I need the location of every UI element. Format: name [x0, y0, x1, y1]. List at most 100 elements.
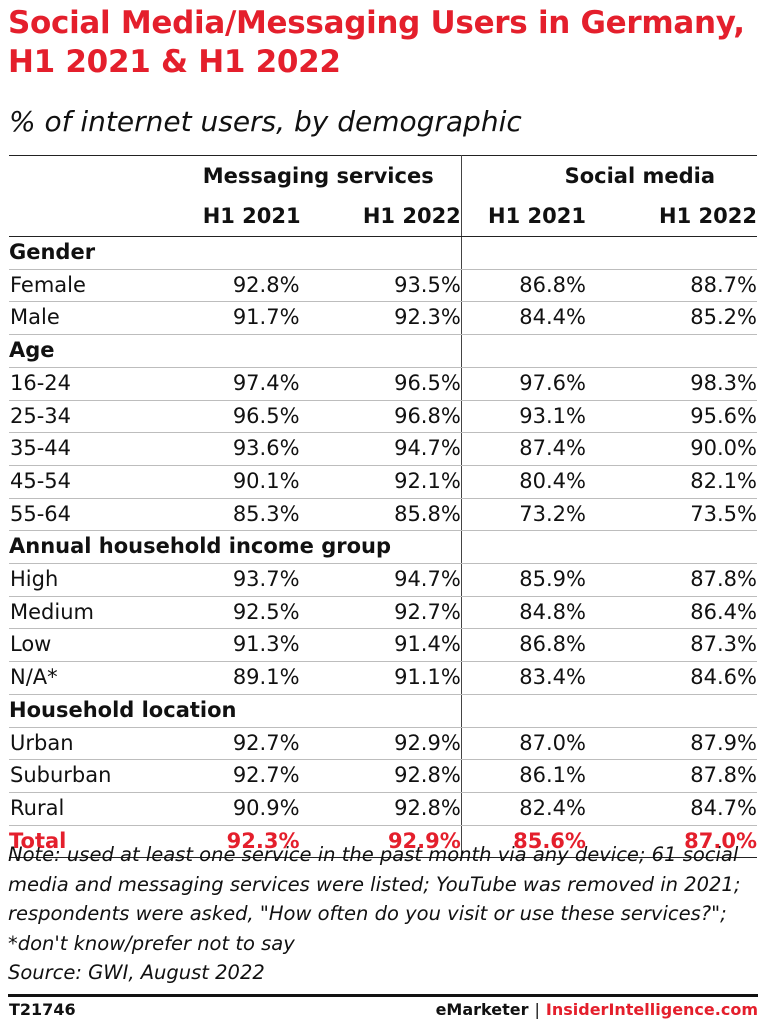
row-label: 55-64	[9, 498, 203, 532]
value-cell: 93.1%	[461, 400, 586, 434]
table-row: Female 92.8% 93.5% 86.8% 88.7%	[9, 269, 757, 303]
value-cell: 82.1%	[585, 465, 757, 499]
value-cell: 87.0%	[461, 727, 586, 761]
section-label: Annual household income group	[9, 530, 462, 565]
value-cell: 84.6%	[585, 661, 757, 695]
value-cell: 85.3%	[202, 498, 300, 532]
section-label: Gender	[9, 236, 462, 270]
header-blank	[9, 155, 203, 196]
data-table-container: Messaging services Social media H1 2021 …	[9, 155, 757, 859]
value-cell: 92.8%	[299, 759, 462, 793]
value-cell: 84.7%	[585, 792, 757, 826]
column-group-header-row: Messaging services Social media	[9, 155, 757, 196]
value-cell: 84.8%	[461, 596, 586, 630]
value-cell: 84.4%	[461, 301, 586, 336]
table-row: Urban 92.7% 92.9% 87.0% 87.9%	[9, 727, 757, 761]
value-cell: 89.1%	[202, 661, 300, 695]
section-blank	[461, 530, 586, 565]
value-cell: 92.9%	[299, 727, 462, 761]
row-label: Male	[9, 301, 203, 336]
value-cell: 86.8%	[461, 628, 586, 663]
row-label: 25-34	[9, 400, 203, 434]
value-cell: 94.7%	[299, 432, 462, 466]
value-cell: 90.0%	[585, 432, 757, 466]
value-cell: 85.8%	[299, 498, 462, 532]
total-value-cell: 92.9%	[299, 825, 462, 859]
table-row: N/A* 89.1% 91.1% 83.4% 84.6%	[9, 661, 757, 695]
section-blank	[461, 694, 586, 728]
value-cell: 92.5%	[202, 596, 300, 630]
section-blank	[585, 530, 757, 565]
value-cell: 97.4%	[202, 367, 300, 401]
row-label: 16-24	[9, 367, 203, 401]
note-text: Note: used at least one service in the p…	[8, 843, 741, 955]
value-cell: 92.7%	[202, 727, 300, 761]
column-header: H1 2022	[299, 196, 462, 237]
value-cell: 92.7%	[299, 596, 462, 630]
section-label: Age	[9, 334, 462, 368]
value-cell: 88.7%	[585, 269, 757, 303]
value-cell: 87.8%	[585, 563, 757, 597]
value-cell: 87.9%	[585, 727, 757, 761]
value-cell: 96.5%	[299, 367, 462, 401]
section-label: Household location	[9, 694, 462, 728]
table-body: Gender Female 92.8% 93.5% 86.8% 88.7% Male 91.7…	[9, 236, 757, 859]
value-cell: 96.8%	[299, 400, 462, 434]
value-cell: 98.3%	[585, 367, 757, 401]
value-cell: 86.1%	[461, 759, 586, 793]
footer-rule	[8, 994, 758, 997]
value-cell: 87.4%	[461, 432, 586, 466]
value-cell: 86.4%	[585, 596, 757, 630]
table-row: 55-64 85.3% 85.8% 73.2% 73.5%	[9, 498, 757, 532]
table-row: Rural 90.9% 92.8% 82.4% 84.7%	[9, 792, 757, 826]
value-cell: 92.1%	[299, 465, 462, 499]
table-row: Suburban 92.7% 92.8% 86.1% 87.8%	[9, 759, 757, 793]
row-label: 45-54	[9, 465, 203, 499]
table-row: 35-44 93.6% 94.7% 87.4% 90.0%	[9, 432, 757, 466]
value-cell: 95.6%	[585, 400, 757, 434]
value-cell: 93.5%	[299, 269, 462, 303]
value-cell: 80.4%	[461, 465, 586, 499]
column-header-row: H1 2021 H1 2022 H1 2021 H1 2022	[9, 196, 757, 237]
chart-subtitle: % of internet users, by demographic	[9, 105, 522, 138]
table-row: 25-34 96.5% 96.8% 93.1% 95.6%	[9, 400, 757, 434]
value-cell: 92.8%	[202, 269, 300, 303]
section-blank	[461, 334, 586, 368]
section-blank	[461, 236, 586, 270]
row-label: 35-44	[9, 432, 203, 466]
table-row: Male 91.7% 92.3% 84.4% 85.2%	[9, 301, 757, 336]
row-label: High	[9, 563, 203, 597]
value-cell: 91.7%	[202, 301, 300, 336]
total-value-cell: 87.0%	[585, 825, 757, 859]
table-row: High 93.7% 94.7% 85.9% 87.8%	[9, 563, 757, 597]
column-group-messaging: Messaging services	[202, 155, 462, 196]
value-cell: 92.7%	[202, 759, 300, 793]
value-cell: 90.9%	[202, 792, 300, 826]
value-cell: 85.2%	[585, 301, 757, 336]
value-cell: 92.3%	[299, 301, 462, 336]
section-blank	[585, 694, 757, 728]
chart-title: Social Media/Messaging Users in Germany,…	[8, 5, 745, 80]
data-table: Messaging services Social media H1 2021 …	[9, 155, 757, 859]
section-header-row: Household location	[9, 694, 757, 728]
row-label: Female	[9, 269, 203, 303]
row-label: Rural	[9, 792, 203, 826]
total-value-cell: 85.6%	[461, 825, 586, 859]
table-row: Low 91.3% 91.4% 86.8% 87.3%	[9, 628, 757, 663]
value-cell: 82.4%	[461, 792, 586, 826]
value-cell: 97.6%	[461, 367, 586, 401]
column-header: H1 2022	[585, 196, 757, 237]
value-cell: 73.5%	[585, 498, 757, 532]
row-label: Suburban	[9, 759, 203, 793]
chart-note: Note: used at least one service in the p…	[8, 840, 760, 988]
table-row: 16-24 97.4% 96.5% 97.6% 98.3%	[9, 367, 757, 401]
value-cell: 87.8%	[585, 759, 757, 793]
footer-brand: eMarketer | InsiderIntelligence.com	[436, 999, 758, 1021]
column-header: H1 2021	[461, 196, 586, 237]
value-cell: 91.4%	[299, 628, 462, 663]
column-header: H1 2021	[202, 196, 301, 237]
value-cell: 73.2%	[461, 498, 586, 532]
value-cell: 94.7%	[299, 563, 462, 597]
value-cell: 85.9%	[461, 563, 586, 597]
value-cell: 90.1%	[202, 465, 300, 499]
